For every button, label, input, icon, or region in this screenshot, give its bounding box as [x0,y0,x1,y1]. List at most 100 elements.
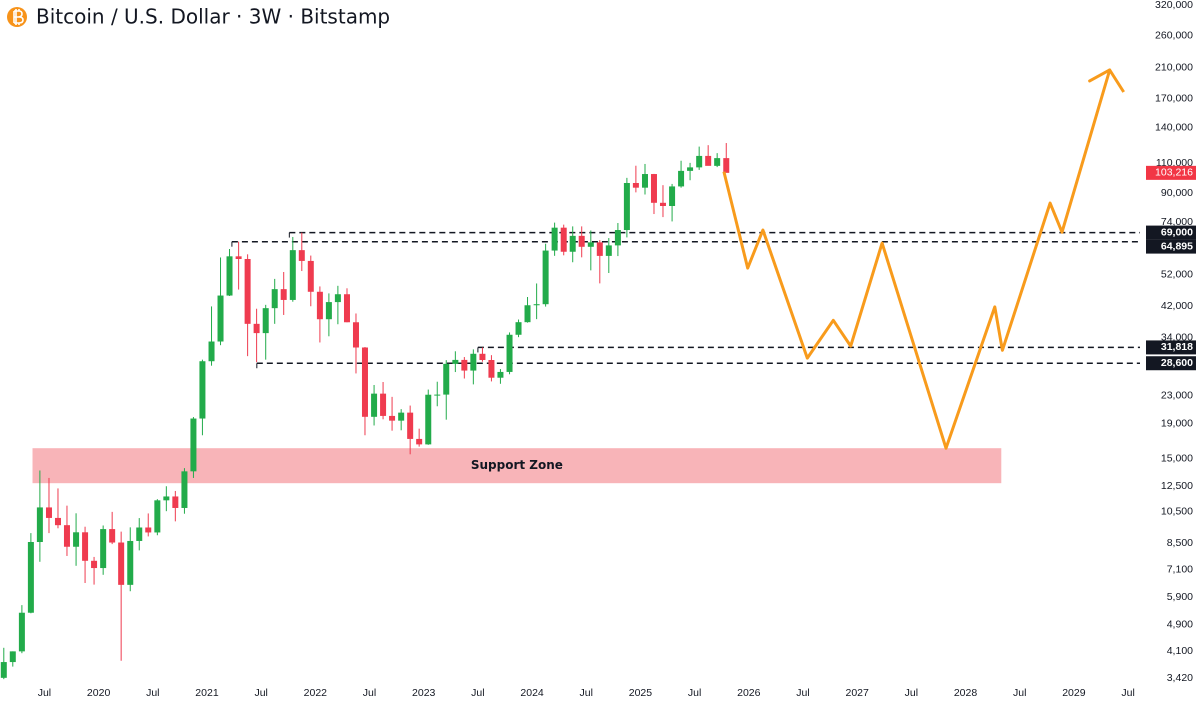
y-tick-label: 5,900 [1167,591,1193,603]
x-tick-label: Jul [688,687,701,699]
candle-body [407,412,414,439]
x-tick-label: 2026 [737,687,761,699]
candle-body [217,295,224,342]
candle-body [352,322,359,348]
level-label-bg [1146,356,1196,371]
x-tick-label: Jul [146,687,159,699]
candle-body [91,560,98,569]
level-label-bg [1146,340,1196,355]
candle-body [18,612,25,652]
x-tick-label: Jul [363,687,376,699]
candle-body [361,347,368,417]
y-tick-label: 34,000 [1161,331,1193,343]
candle-body [82,532,89,561]
y-tick-label: 52,000 [1161,268,1193,280]
candle-body [244,258,251,324]
symbol-icon [7,7,27,27]
candle-body [560,227,567,252]
candle-body [9,651,16,663]
projection-arrowhead [1088,68,1112,83]
candle-body [434,394,441,396]
candle-body [280,289,287,300]
y-tick-label: 7,100 [1167,564,1193,576]
candle-body [45,507,52,518]
candle-body [669,186,676,206]
x-tick-label: 2024 [520,687,544,699]
candle-body [416,438,423,445]
level-label: 28,600 [1161,357,1193,369]
candle-body [190,418,197,472]
candle-body [118,542,125,585]
y-tick-label: 42,000 [1161,300,1193,312]
x-tick-label: Jul [905,687,918,699]
y-tick-label: 4,100 [1167,645,1193,657]
candle-body [506,334,513,372]
candle-body [705,155,712,166]
y-tick-label: 15,000 [1161,453,1193,465]
candle-body [623,182,630,231]
x-tick-label: 2022 [304,687,328,699]
candle-body [163,496,170,501]
x-tick-label: Jul [471,687,484,699]
candle-body [398,412,405,421]
candle-body [524,305,531,323]
candle-body [596,242,603,256]
candle-body [578,235,585,247]
candle-body [723,158,730,173]
candle-body [289,250,296,300]
candle-body [497,371,504,378]
candle-body [154,500,161,533]
icon-glyph [13,9,24,25]
y-tick-label: 23,000 [1161,389,1193,401]
candle-body [235,256,242,259]
candle-body [696,155,703,168]
candle-body [650,174,657,203]
y-tick-label: 12,500 [1161,480,1193,492]
candle-body [127,540,134,585]
candle-body [425,394,432,445]
candle-body [659,202,666,206]
x-tick-label: 2023 [412,687,436,699]
candle-body [253,323,260,334]
candle-body [678,170,685,187]
candle-body [100,529,107,569]
y-tick-label: 8,500 [1167,537,1193,549]
y-tick-label: 90,000 [1161,187,1193,199]
candle-body [325,302,332,320]
candle-body [641,174,648,188]
x-tick-label: Jul [796,687,809,699]
level-label: 64,895 [1161,240,1193,252]
x-tick-label: Jul [580,687,593,699]
candle-body [542,250,549,305]
x-tick-label: Jul [254,687,267,699]
candle-body [316,291,323,320]
y-tick-label: 210,000 [1155,61,1193,73]
x-tick-label: 2021 [195,687,219,699]
x-tick-label: 2025 [629,687,653,699]
candle-body [63,525,70,547]
y-tick-label: 10,500 [1161,506,1193,518]
y-tick-label: 3,420 [1167,672,1193,684]
x-tick-label: Jul [1013,687,1026,699]
candle-body [109,529,116,543]
candle-body [470,353,477,371]
candle-body [136,527,143,541]
candle-body [587,242,594,247]
level-label-bg [1146,225,1196,240]
candle-body [36,507,43,543]
y-tick-label: 170,000 [1155,93,1193,105]
candle-body [181,471,188,508]
candle-body [343,294,350,323]
candle-body [687,167,694,171]
candle-body [0,662,7,678]
candle-body [199,361,206,419]
level-label-bg [1146,239,1196,254]
candle-body [443,363,450,395]
candle-body [488,360,495,378]
x-tick-label: 2029 [1062,687,1086,699]
chart-title: Bitcoin / U.S. Dollar · 3W · Bitstamp [36,5,390,29]
candle-body [714,158,721,166]
candle-body [479,353,486,361]
